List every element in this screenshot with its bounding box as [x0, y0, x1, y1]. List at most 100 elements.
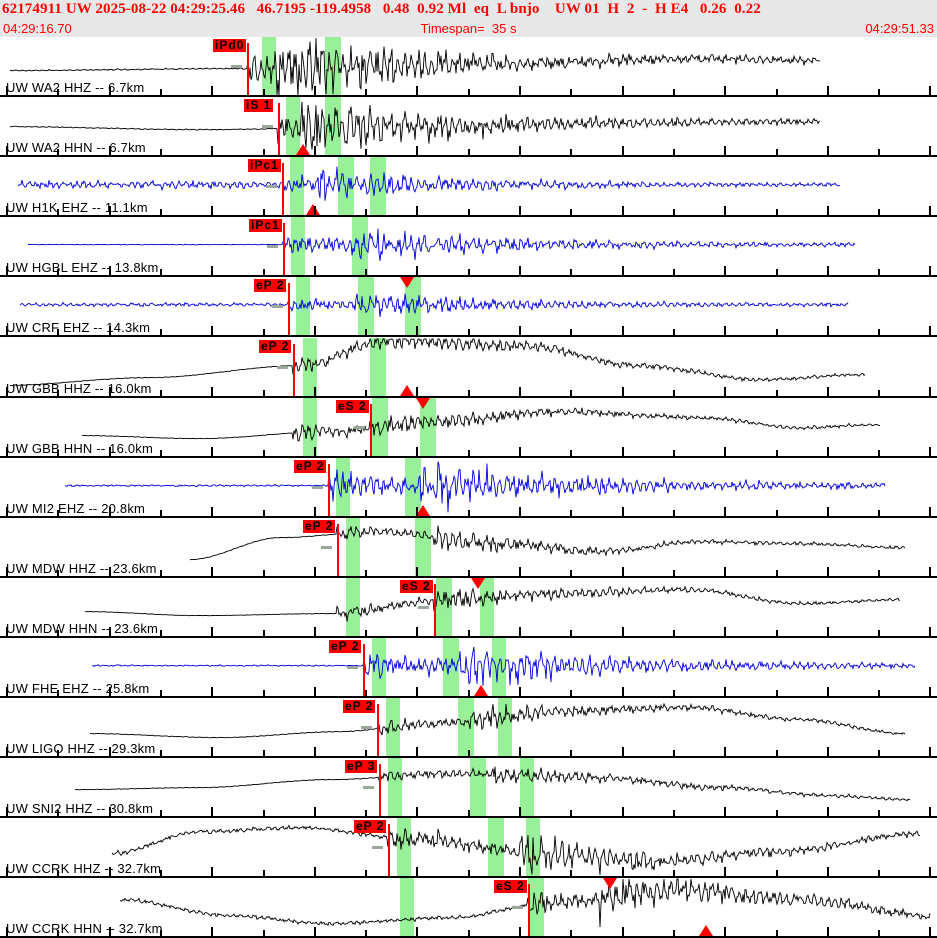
- phase-window-highlight: [520, 758, 534, 818]
- time-tick: [6, 387, 8, 398]
- trace-row[interactable]: eP 2 UW GBB HHZ -- 16.0km: [0, 338, 937, 398]
- time-tick: [673, 89, 675, 96]
- time-tick: [878, 450, 880, 457]
- time-tick: [519, 567, 521, 578]
- trace-axis: [0, 576, 937, 578]
- time-tick: [263, 870, 265, 877]
- phase-pick-line[interactable]: [370, 404, 372, 458]
- time-tick: [776, 750, 778, 757]
- time-tick: [776, 209, 778, 216]
- phase-pick-line[interactable]: [283, 223, 285, 277]
- time-tick: [57, 870, 59, 877]
- phase-pick-line[interactable]: [363, 644, 365, 698]
- phase-pick-label[interactable]: eP 2: [254, 278, 287, 292]
- trace-row[interactable]: eS 2 UW CCRK HHN -- 32.7km: [0, 878, 937, 938]
- phase-pick-line[interactable]: [247, 43, 249, 97]
- phase-pick-label[interactable]: eP 2: [329, 639, 362, 653]
- time-tick: [827, 146, 829, 157]
- phase-pick-label[interactable]: eP 2: [354, 819, 387, 833]
- trace-row[interactable]: iPc1 UW HGBL EHZ -- 13.8km: [0, 217, 937, 277]
- phase-pick-line[interactable]: [288, 283, 290, 337]
- phase-pick-line[interactable]: [278, 103, 280, 157]
- channel-label: UW WA2 HHN -- 6.7km: [6, 140, 146, 155]
- time-tick: [416, 387, 418, 398]
- time-tick: [827, 266, 829, 277]
- time-tick: [6, 927, 8, 938]
- time-tick: [878, 810, 880, 817]
- trace-row[interactable]: eP 2 UW CRF EHZ -- 14.3km: [0, 277, 937, 337]
- trace-row[interactable]: iPd0 UW WA2 HHZ -- 6.7km: [0, 37, 937, 97]
- phase-pick-label[interactable]: iPc1: [249, 218, 282, 232]
- coda-marker-down-icon: [603, 878, 617, 889]
- waveform: [17, 166, 841, 201]
- trace-axis: [0, 396, 937, 398]
- time-tick: [570, 510, 572, 517]
- time-tick: [365, 89, 367, 96]
- phase-window-highlight: [290, 157, 304, 217]
- phase-pick-label[interactable]: eP 2: [294, 459, 327, 473]
- channel-label: UW LIGO HHZ -- 29.3km: [6, 741, 156, 756]
- time-tick: [160, 149, 162, 156]
- time-tick: [776, 570, 778, 577]
- phase-pick-line[interactable]: [337, 524, 339, 578]
- time-tick: [673, 930, 675, 937]
- waveform-path: [91, 646, 916, 686]
- phase-pick-label[interactable]: eS 2: [494, 879, 527, 893]
- trace-row[interactable]: eS 2 UW MDW HHN -- 23.6km: [0, 578, 937, 638]
- time-tick: [109, 86, 111, 97]
- phase-pick-line[interactable]: [434, 584, 436, 638]
- time-tick: [776, 450, 778, 457]
- phase-pick-label[interactable]: iPc1: [248, 158, 281, 172]
- trace-row[interactable]: iS 1 UW WA2 HHN -- 6.7km: [0, 97, 937, 157]
- trace-row[interactable]: eS 2 UW GBB HHN -- 16.0km: [0, 398, 937, 458]
- trace-row[interactable]: eP 2 UW FHE EHZ -- 25.8km: [0, 638, 937, 698]
- waveform: [189, 525, 906, 561]
- time-tick: [365, 510, 367, 517]
- time-tick: [622, 86, 624, 97]
- time-tick: [622, 687, 624, 698]
- time-tick: [673, 810, 675, 817]
- phase-pick-label[interactable]: eP 3: [345, 759, 378, 773]
- time-tick: [314, 747, 316, 758]
- time-tick: [416, 927, 418, 938]
- time-tick: [468, 750, 470, 757]
- phase-pick-label[interactable]: eS 2: [400, 579, 433, 593]
- time-tick: [519, 206, 521, 217]
- trace-row[interactable]: iPc1 UW H1K EHZ -- 11.1km: [0, 157, 937, 217]
- phase-pick-line[interactable]: [379, 764, 381, 818]
- phase-pick-line[interactable]: [328, 464, 330, 518]
- phase-pick-label[interactable]: eP 2: [303, 519, 336, 533]
- phase-pick-label[interactable]: eP 2: [343, 699, 376, 713]
- time-tick: [109, 867, 111, 878]
- phase-pick-line[interactable]: [282, 163, 284, 217]
- phase-pick-line[interactable]: [528, 884, 530, 938]
- phase-pick-line[interactable]: [293, 344, 295, 398]
- phase-pick-label[interactable]: iPd0: [213, 38, 247, 52]
- phase-pick-line[interactable]: [377, 704, 379, 758]
- phase-pick-label[interactable]: eS 2: [336, 399, 369, 413]
- time-tick: [6, 86, 8, 97]
- time-tick: [776, 329, 778, 336]
- phase-pick-line[interactable]: [388, 824, 390, 878]
- trace-row[interactable]: eP 2 UW LIGO HHZ -- 29.3km: [0, 698, 937, 758]
- time-tick: [519, 146, 521, 157]
- trace-row[interactable]: eP 2 UW CCRK HHZ -- 32.7km: [0, 818, 937, 878]
- phase-pick-label[interactable]: eP 2: [259, 339, 292, 353]
- trace-row[interactable]: eP 3 UW SNI2 HHZ -- 30.8km: [0, 758, 937, 818]
- time-tick: [57, 450, 59, 457]
- trace-panel[interactable]: iPd0 UW WA2 HHZ -- 6.7km iS 1 UW WA2 HHN --…: [0, 37, 937, 938]
- time-tick: [416, 747, 418, 758]
- time-tick: [160, 690, 162, 697]
- time-tick: [314, 266, 316, 277]
- phase-window-highlight: [458, 698, 474, 758]
- trace-axis: [0, 456, 937, 458]
- trace-row[interactable]: eP 2 UW MDW HHZ -- 23.6km: [0, 518, 937, 578]
- time-tick: [570, 89, 572, 96]
- time-tick: [211, 807, 213, 818]
- phase-pick-label[interactable]: iS 1: [244, 98, 274, 112]
- waveform-path: [82, 407, 881, 442]
- trace-row[interactable]: eP 2 UW MI2 EHZ -- 20.8km: [0, 458, 937, 518]
- waveform: [84, 585, 901, 622]
- header-band-times: [0, 19, 937, 37]
- time-tick: [416, 326, 418, 337]
